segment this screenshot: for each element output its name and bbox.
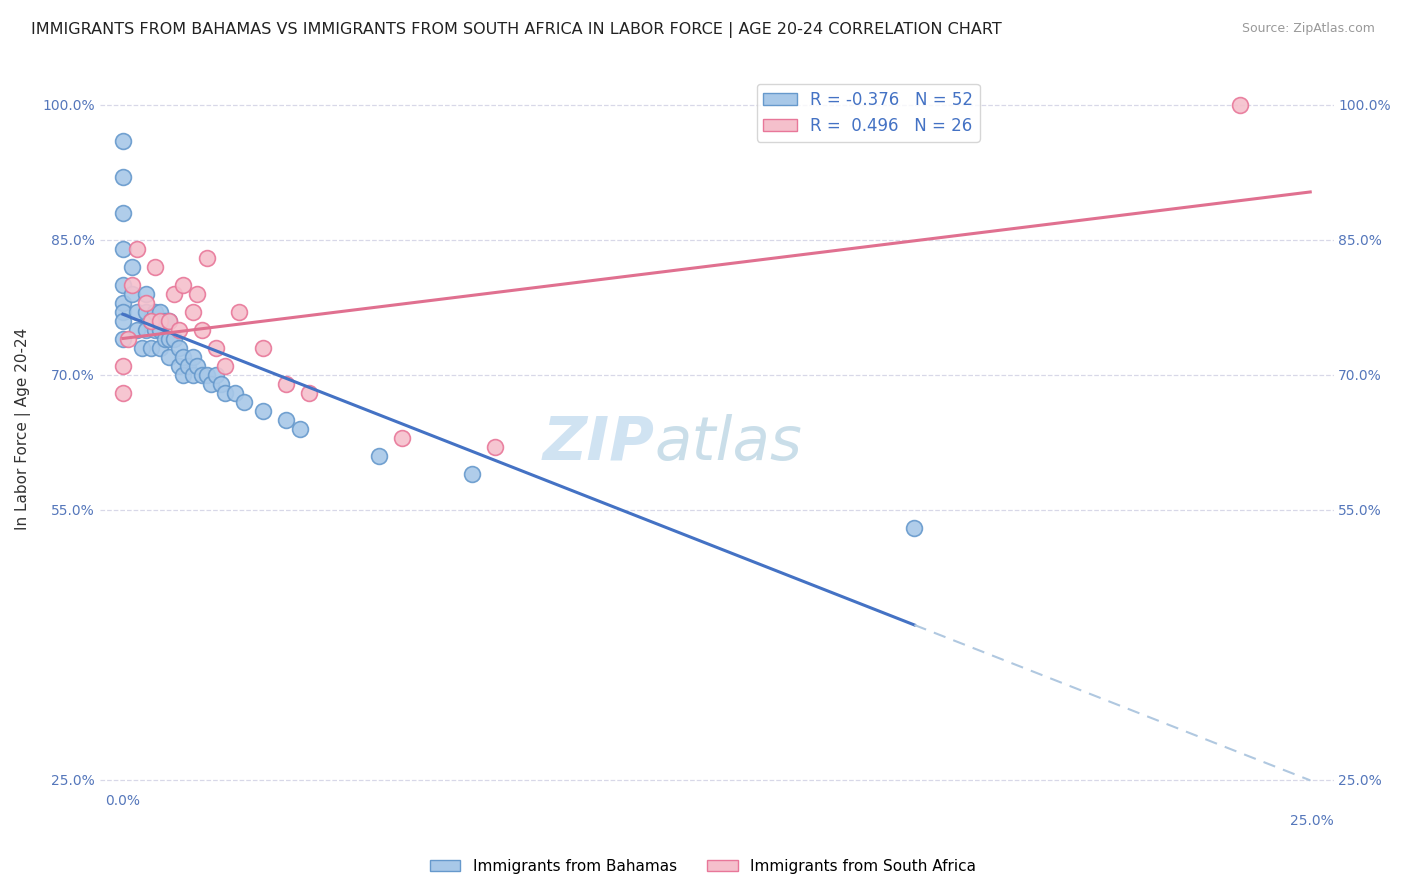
Point — [139, 313, 162, 327]
Point — [484, 440, 506, 454]
Point — [135, 304, 157, 318]
Point — [135, 286, 157, 301]
Text: 25.0%: 25.0% — [1289, 814, 1333, 828]
Point — [139, 313, 162, 327]
Text: Source: ZipAtlas.com: Source: ZipAtlas.com — [1241, 22, 1375, 36]
Point — [111, 295, 134, 310]
Point — [149, 313, 172, 327]
Text: IMMIGRANTS FROM BAHAMAS VS IMMIGRANTS FROM SOUTH AFRICA IN LABOR FORCE | AGE 20-: IMMIGRANTS FROM BAHAMAS VS IMMIGRANTS FR… — [31, 22, 1001, 38]
Point — [131, 341, 153, 355]
Point — [191, 368, 214, 382]
Point — [145, 323, 167, 337]
Point — [159, 313, 181, 327]
Point — [274, 413, 297, 427]
Point — [159, 332, 181, 346]
Point — [149, 323, 172, 337]
Point — [368, 449, 391, 463]
Point — [111, 205, 134, 219]
Point — [1229, 97, 1251, 112]
Point — [149, 304, 172, 318]
Point — [233, 394, 256, 409]
Point — [167, 341, 190, 355]
Point — [172, 350, 194, 364]
Point — [252, 341, 274, 355]
Point — [181, 368, 204, 382]
Point — [195, 368, 218, 382]
Point — [111, 242, 134, 256]
Point — [139, 341, 162, 355]
Point — [172, 277, 194, 292]
Legend: Immigrants from Bahamas, Immigrants from South Africa: Immigrants from Bahamas, Immigrants from… — [423, 853, 983, 880]
Point — [125, 323, 148, 337]
Point — [298, 385, 321, 400]
Point — [111, 385, 134, 400]
Point — [191, 323, 214, 337]
Text: ZIP: ZIP — [543, 414, 655, 473]
Point — [135, 323, 157, 337]
Point — [153, 313, 176, 327]
Point — [111, 332, 134, 346]
Point — [461, 467, 484, 481]
Point — [125, 304, 148, 318]
Point — [121, 286, 143, 301]
Point — [121, 260, 143, 274]
Point — [135, 295, 157, 310]
Point — [145, 304, 167, 318]
Point — [205, 368, 228, 382]
Point — [177, 359, 200, 373]
Point — [186, 359, 208, 373]
Point — [111, 359, 134, 373]
Point — [903, 521, 925, 535]
Legend: R = -0.376   N = 52, R =  0.496   N = 26: R = -0.376 N = 52, R = 0.496 N = 26 — [756, 84, 980, 142]
Point — [195, 251, 218, 265]
Point — [181, 304, 204, 318]
Point — [153, 332, 176, 346]
Point — [117, 332, 139, 346]
Point — [224, 385, 246, 400]
Point — [288, 422, 311, 436]
Point — [121, 277, 143, 292]
Point — [159, 313, 181, 327]
Point — [111, 134, 134, 148]
Point — [200, 376, 222, 391]
Point — [181, 350, 204, 364]
Point — [214, 359, 236, 373]
Point — [209, 376, 232, 391]
Point — [125, 242, 148, 256]
Point — [214, 385, 236, 400]
Point — [111, 313, 134, 327]
Point — [274, 376, 297, 391]
Point — [186, 286, 208, 301]
Point — [172, 368, 194, 382]
Point — [252, 403, 274, 417]
Point — [149, 341, 172, 355]
Y-axis label: In Labor Force | Age 20-24: In Labor Force | Age 20-24 — [15, 327, 31, 530]
Point — [145, 260, 167, 274]
Point — [391, 431, 413, 445]
Point — [167, 323, 190, 337]
Point — [163, 332, 186, 346]
Point — [228, 304, 250, 318]
Text: atlas: atlas — [655, 414, 803, 473]
Point — [111, 277, 134, 292]
Point — [111, 169, 134, 184]
Point — [167, 359, 190, 373]
Point — [205, 341, 228, 355]
Point — [111, 304, 134, 318]
Point — [159, 350, 181, 364]
Point — [163, 286, 186, 301]
